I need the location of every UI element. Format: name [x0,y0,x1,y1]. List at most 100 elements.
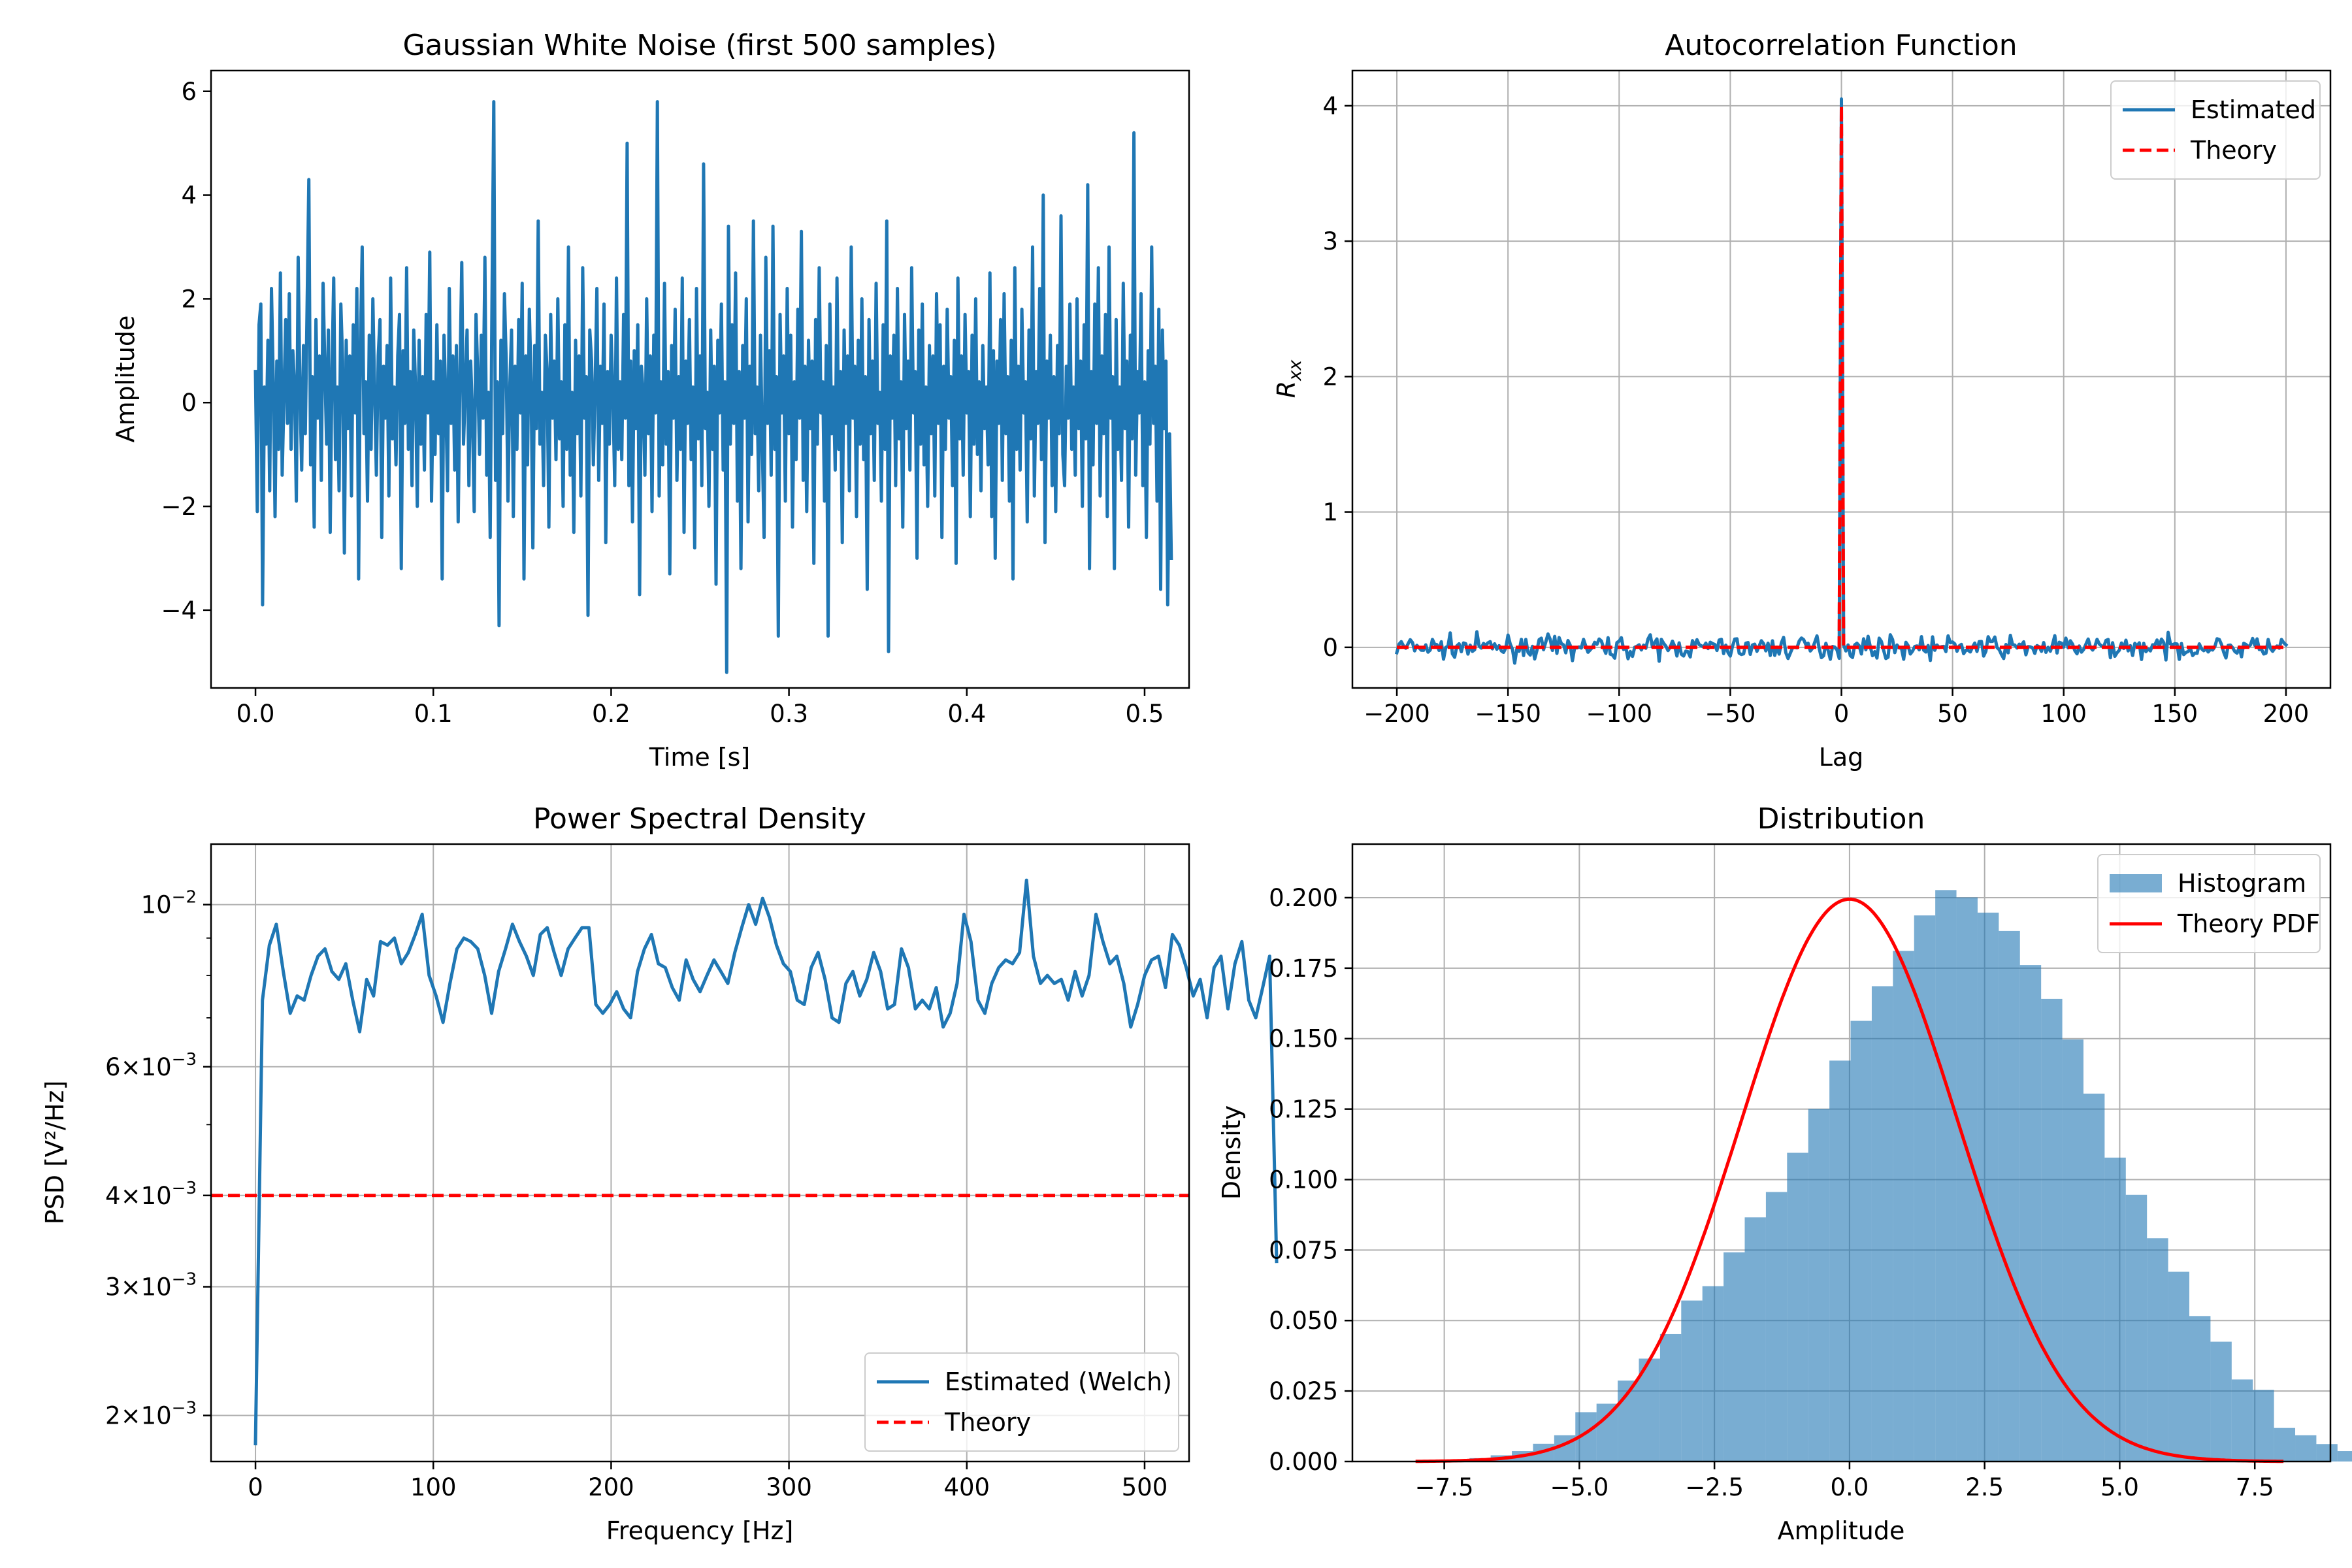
acf-xtick-label: 0 [1834,700,1850,728]
hist-bar [2337,1451,2352,1462]
psd-ytick-label: 2×10−3 [105,1399,197,1430]
acf-legend-label: Theory [2190,136,2277,165]
noise-series [253,100,1173,674]
noise-ytick-label: 6 [181,78,197,106]
hist-bar [1871,986,1893,1462]
hist-ytick-label: 0.000 [1269,1448,1338,1476]
noise-ytick-label: 4 [181,182,197,210]
psd-title: Power Spectral Density [533,802,866,836]
psd-ytick-mantissa: 6×10 [105,1053,172,1081]
psd-ytick-label: 3×10−3 [105,1270,197,1301]
hist-title: Distribution [1757,802,1925,836]
hist-bar [2210,1341,2232,1462]
hist-bar [2168,1271,2190,1462]
hist-bar [2041,998,2063,1462]
hist-bar [1639,1358,1660,1462]
acf-series [1394,97,2289,665]
psd-ytick-label: 6×10−3 [105,1050,197,1081]
psd-xtick-label: 200 [588,1473,634,1501]
hist-legend-swatch [2110,874,2162,892]
hist-ytick-label: 0.075 [1269,1236,1338,1264]
psd-ytick-mantissa: 2×10 [105,1402,172,1430]
hist-legend-label: Theory PDF [2177,909,2320,938]
psd-legend-label: Estimated (Welch) [945,1367,1172,1396]
acf-estimated-line [1394,97,2289,665]
psd-ytick-exponent: −3 [172,1399,197,1418]
noise-xtick-label: 0.5 [1126,700,1164,728]
acf-xtick-label: −200 [1364,700,1430,728]
noise-ytick-label: 2 [181,285,197,313]
hist-bar [2295,1435,2317,1462]
hist-axes-frame [1351,843,2332,1463]
acf-xtick-label: 150 [2152,700,2198,728]
hist-ticks: −7.5 −5.0 −2.5 0.0 2.5 5.0 7.5 0.000 0.025 0.050 0… [1269,884,2274,1501]
hist-bar [1659,1333,1682,1462]
hist-bar [2125,1194,2148,1462]
noise-xtick-label: 0.1 [414,700,453,728]
acf-xtick-label: 100 [2040,700,2087,728]
hist-bar [2083,1093,2105,1462]
noise-ylabel: Amplitude [111,316,140,443]
noise-xlabel: Time [s] [649,743,751,772]
acf-legend-box [2110,80,2321,180]
hist-bar [2019,965,2042,1462]
noise-ytick-label: 0 [181,389,197,417]
psd-ytick-exponent: −3 [172,1179,197,1198]
psd-ytick-label: 10−2 [141,888,197,919]
acf-ytick-label: 3 [1322,227,1338,255]
acf-theory-line [1397,104,2286,649]
acf-legend-label: Estimated [2191,95,2316,124]
hist-bar [2062,1039,2083,1462]
hist-series [1384,890,2352,1463]
panel-acf: −200 −150 −100 −50 0 50 100 150 200 0 1 2 3 4 Autocor… [1272,29,2332,772]
hist-bar [1893,951,1914,1462]
hist-bar [2274,1428,2296,1462]
noise-title: Gaussian White Noise (first 500 samples) [403,29,997,62]
hist-bar [1681,1300,1703,1462]
acf-ylabel-sub: xx [1285,359,1305,382]
psd-ytick-mantissa: 3×10 [105,1273,172,1301]
hist-bar [2253,1390,2274,1462]
acf-xlabel: Lag [1819,743,1864,772]
acf-title: Autocorrelation Function [1665,29,2017,62]
hist-ytick-label: 0.025 [1269,1377,1338,1405]
hist-bar [2189,1316,2211,1462]
psd-ytick-mantissa: 4×10 [105,1182,172,1210]
psd-ytick-exponent: −3 [172,1050,197,1070]
hist-ytick-label: 0.150 [1269,1025,1338,1053]
acf-ytick-label: 4 [1322,92,1338,120]
hist-legend-label: Histogram [2178,869,2306,898]
hist-xlabel: Amplitude [1778,1516,1905,1545]
psd-xtick-label: 400 [943,1473,990,1501]
hist-bar [2316,1444,2338,1462]
hist-bar [1999,930,2020,1462]
acf-ytick-label: 2 [1322,363,1338,391]
hist-xtick-label: 0.0 [1830,1473,1869,1501]
psd-estimated-line [253,878,1279,1446]
noise-ticks: 0.0 0.1 0.2 0.3 0.4 0.5 −4 −2 0 2 4 6 [161,78,1164,728]
hist-bar [1723,1252,1745,1462]
psd-series [211,878,1279,1446]
hist-bar [2104,1157,2126,1462]
hist-bar [1914,915,1936,1462]
psd-ytick-label: 4×10−3 [105,1179,197,1210]
acf-xtick-label: −50 [1705,700,1756,728]
hist-bar [1850,1021,1872,1462]
noise-axes-frame [210,69,1190,689]
hist-legend: Histogram Theory PDF [2097,854,2321,953]
hist-bar [1702,1286,1724,1462]
hist-xtick-label: 7.5 [2236,1473,2274,1501]
hist-bar [1829,1060,1851,1462]
noise-ytick-label: −2 [161,493,197,521]
psd-xlabel: Frequency [Hz] [606,1516,794,1545]
psd-xtick-label: 0 [248,1473,263,1501]
hist-pdf-line [1415,897,2284,1463]
acf-xtick-label: −100 [1586,700,1652,728]
psd-legend: Estimated (Welch) Theory [864,1352,1179,1452]
panel-psd: 0 100 200 300 400 5002×10−33×10−34×10−36×10−3… [41,802,1279,1545]
hist-bar [1935,890,1957,1462]
noise-xtick-label: 0.0 [237,700,275,728]
noise-xtick-label: 0.2 [592,700,630,728]
hist-bar [1977,912,1999,1462]
